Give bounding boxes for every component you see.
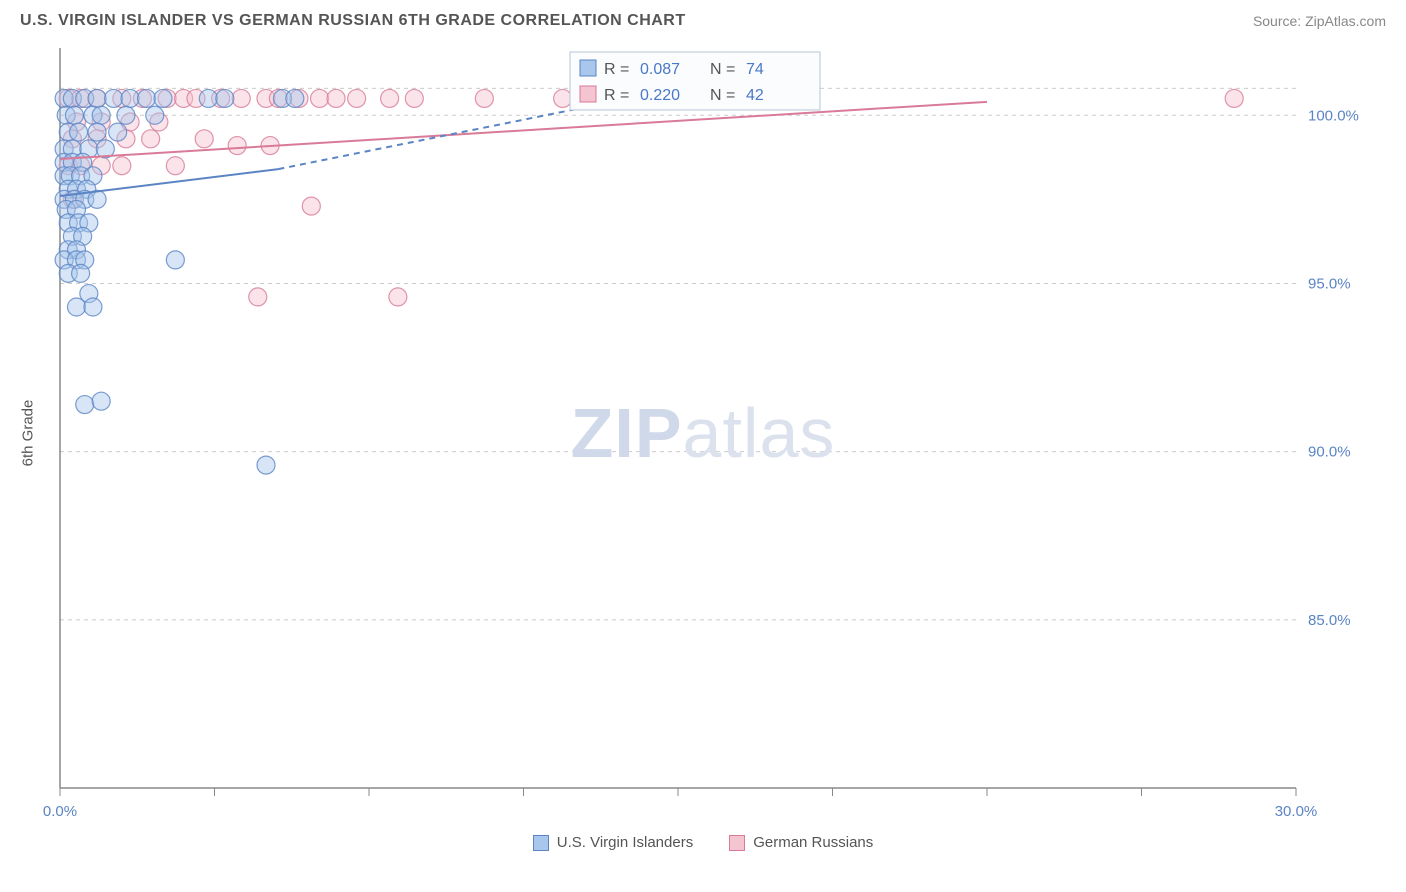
legend-swatch-a [533,835,549,851]
chart-title: U.S. VIRGIN ISLANDER VS GERMAN RUSSIAN 6… [20,12,686,30]
svg-text:100.0%: 100.0% [1308,107,1359,124]
chart-area: 6th Grade ZIPatlas 0.0%30.0%85.0%90.0%95… [20,38,1386,828]
legend-item-a: U.S. Virgin Islanders [533,834,693,851]
svg-text:85.0%: 85.0% [1308,612,1351,629]
svg-text:0.220: 0.220 [640,87,680,104]
svg-text:R =: R = [604,61,629,78]
legend-swatch-b [729,835,745,851]
svg-text:30.0%: 30.0% [1275,803,1318,820]
legend-label-b: German Russians [753,834,873,851]
chart-source: Source: ZipAtlas.com [1253,13,1386,29]
svg-text:N =: N = [710,87,735,104]
chart-legend: U.S. Virgin Islanders German Russians [0,834,1406,851]
svg-text:74: 74 [746,61,764,78]
y-axis-label: 6th Grade [20,400,37,467]
scatter-chart: 0.0% 30.0% 85.0% 90.0% 95.0% 100.0% R = 0.087 N … [20,38,1386,828]
svg-text:95.0%: 95.0% [1308,275,1351,292]
svg-text:R =: R = [604,87,629,104]
svg-text:90.0%: 90.0% [1308,444,1351,461]
svg-text:0.0%: 0.0% [43,803,77,820]
chart-header: U.S. VIRGIN ISLANDER VS GERMAN RUSSIAN 6… [0,0,1406,38]
legend-item-b: German Russians [729,834,873,851]
svg-text:0.087: 0.087 [640,61,680,78]
legend-label-a: U.S. Virgin Islanders [557,834,693,851]
svg-text:42: 42 [746,87,764,104]
svg-text:N =: N = [710,61,735,78]
